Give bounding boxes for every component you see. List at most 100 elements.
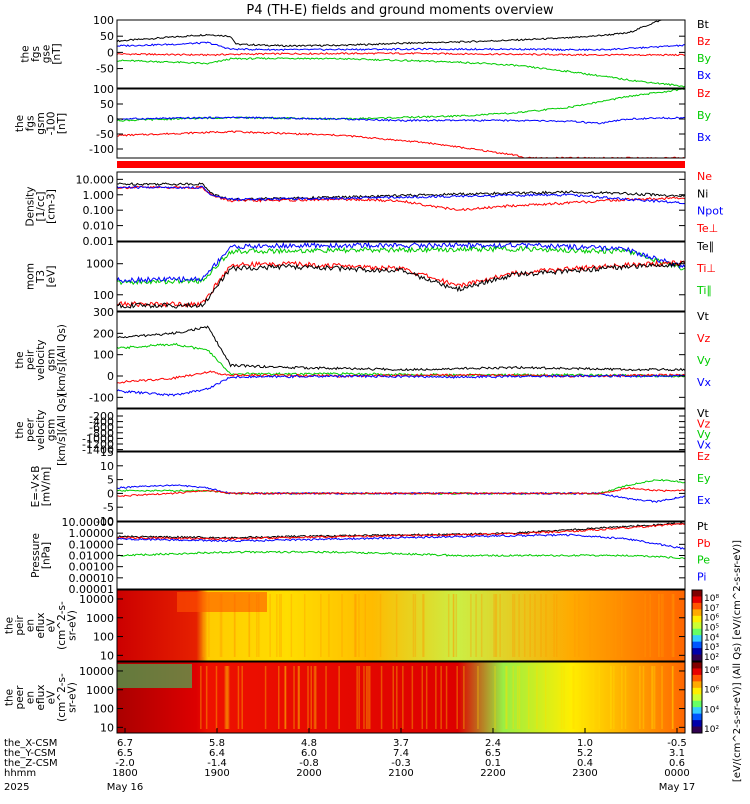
spectrogram-streak xyxy=(529,594,531,657)
time-row-value: 6.7 xyxy=(117,738,133,749)
y-tick-label: 0.00100 xyxy=(69,561,115,574)
y-axis-label-line: velocity xyxy=(35,339,47,380)
colorbar-swatch xyxy=(692,590,702,597)
y-tick-label: 0.100 xyxy=(83,204,115,217)
colorbar-swatch xyxy=(692,700,702,708)
y-tick-label: 0.010 xyxy=(83,220,115,233)
spectrogram-streak xyxy=(353,594,356,657)
colorbar-swatch xyxy=(692,713,702,721)
colorbar-swatch xyxy=(692,609,702,617)
y-tick-label: 0 xyxy=(107,46,114,59)
colorbar-swatch xyxy=(692,654,702,662)
time-year: 2025 xyxy=(4,782,29,793)
time-row-label: the_Z-CSM xyxy=(4,758,58,769)
colorbar-tick-label: 10² xyxy=(704,725,719,735)
y-tick-label: 100 xyxy=(93,349,114,362)
legend-entry: Pb xyxy=(697,537,711,550)
spectrogram-streak xyxy=(325,666,327,729)
y-tick-label: 0.01000 xyxy=(69,550,115,563)
spectrogram-streak xyxy=(661,666,663,729)
spectrogram-streak xyxy=(494,594,497,657)
legend-entry: Vt xyxy=(697,310,710,323)
y-axis-label-line: en xyxy=(25,691,37,704)
spectrogram-streak xyxy=(414,594,417,657)
spectrogram-streak xyxy=(278,594,281,657)
y-tick-label: 0 xyxy=(107,370,114,383)
y-tick-label: 0 xyxy=(107,487,114,500)
colorbar-tick-label: 10³ xyxy=(704,643,719,653)
spectrogram-streak xyxy=(423,594,425,657)
spectrogram-streak xyxy=(536,666,538,729)
spectrogram-streak xyxy=(219,594,222,657)
time-row-value: 6.0 xyxy=(301,748,317,759)
spectrogram-streak xyxy=(269,594,271,657)
spectrogram-streak xyxy=(314,666,317,729)
spectrogram-streak xyxy=(234,594,236,657)
series-line xyxy=(117,533,685,550)
spectrogram-streak xyxy=(598,666,600,729)
y-tick-label: 0.00001 xyxy=(69,583,115,596)
y-tick-label: 100 xyxy=(93,631,114,644)
y-tick-label: 1.000 xyxy=(83,189,115,202)
y-axis-label-line: [mV/m] xyxy=(40,467,52,506)
y-axis-label-line: sr-eV) xyxy=(67,610,79,641)
time-row-value: 2100 xyxy=(388,768,413,779)
spectrogram-streak xyxy=(369,666,371,729)
spectrogram-streak xyxy=(518,594,520,657)
spectrogram-streak xyxy=(512,666,514,729)
y-axis-label-line: peir xyxy=(25,349,37,370)
spectrogram-streak xyxy=(445,666,448,729)
colorbar-tick-label: 10⁴ xyxy=(704,633,719,643)
colorbar-swatch xyxy=(692,726,702,734)
panel-peer_eflux: 10000 1000 100 10 thepeerenefluxeV(cm^2-s-sr… xyxy=(4,661,686,734)
time-row-value: -0.8 xyxy=(299,758,319,769)
y-tick-label: 100 xyxy=(93,703,114,716)
time-row-value: 7.4 xyxy=(393,748,409,759)
spectrogram-streak xyxy=(233,594,236,657)
spectrogram-streak xyxy=(553,594,555,657)
spectrogram-streak xyxy=(495,594,498,657)
y-axis-label-line: Pressure xyxy=(30,533,42,578)
spectrogram-streak xyxy=(425,666,428,729)
y-axis-label-line: sr-eV) xyxy=(67,682,79,713)
spectrogram-streak xyxy=(671,666,674,729)
y-axis-label-line: [nT] xyxy=(51,43,63,64)
spectrogram-streak xyxy=(412,594,415,657)
legend-entry: Ni xyxy=(697,187,708,200)
time-row-value: 2.4 xyxy=(485,738,501,749)
time-row-value: 2300 xyxy=(572,768,597,779)
panel-frame xyxy=(116,589,686,662)
y-axis-label-line: en xyxy=(25,619,37,632)
y-tick-label: -50 xyxy=(96,63,114,76)
y-axis-label-line: fgs xyxy=(25,116,37,132)
spectrogram-streak xyxy=(278,666,280,729)
series-line xyxy=(117,41,685,52)
time-end-date: May 17 xyxy=(659,782,696,793)
y-tick-label: 200 xyxy=(93,327,114,340)
time-row-value: 1.0 xyxy=(577,738,593,749)
time-row-label: the_X-CSM xyxy=(4,738,57,749)
y-axis-label-line: eV xyxy=(46,690,58,704)
y-tick-label: 100 xyxy=(93,289,114,302)
colorbar-swatch xyxy=(692,694,702,702)
colorbar-tick-label: 10⁸ xyxy=(704,666,719,676)
spectrogram-streak xyxy=(380,666,383,729)
series-line xyxy=(117,57,685,88)
spectrogram-streak xyxy=(512,594,514,657)
y-axis-label-line: the xyxy=(14,421,26,438)
y-tick-label: 15 xyxy=(100,446,114,459)
legend-entry: Bx xyxy=(697,69,712,82)
y-tick-label: -800 xyxy=(89,427,114,440)
spectrogram-streak xyxy=(493,594,495,657)
y-axis-label-line: (cm^2-s- xyxy=(56,601,68,650)
spectrogram-streak xyxy=(452,594,455,657)
time-row-value: 6.4 xyxy=(209,748,225,759)
spectrogram-streak xyxy=(534,594,536,657)
y-tick-label: -100 xyxy=(89,143,114,156)
